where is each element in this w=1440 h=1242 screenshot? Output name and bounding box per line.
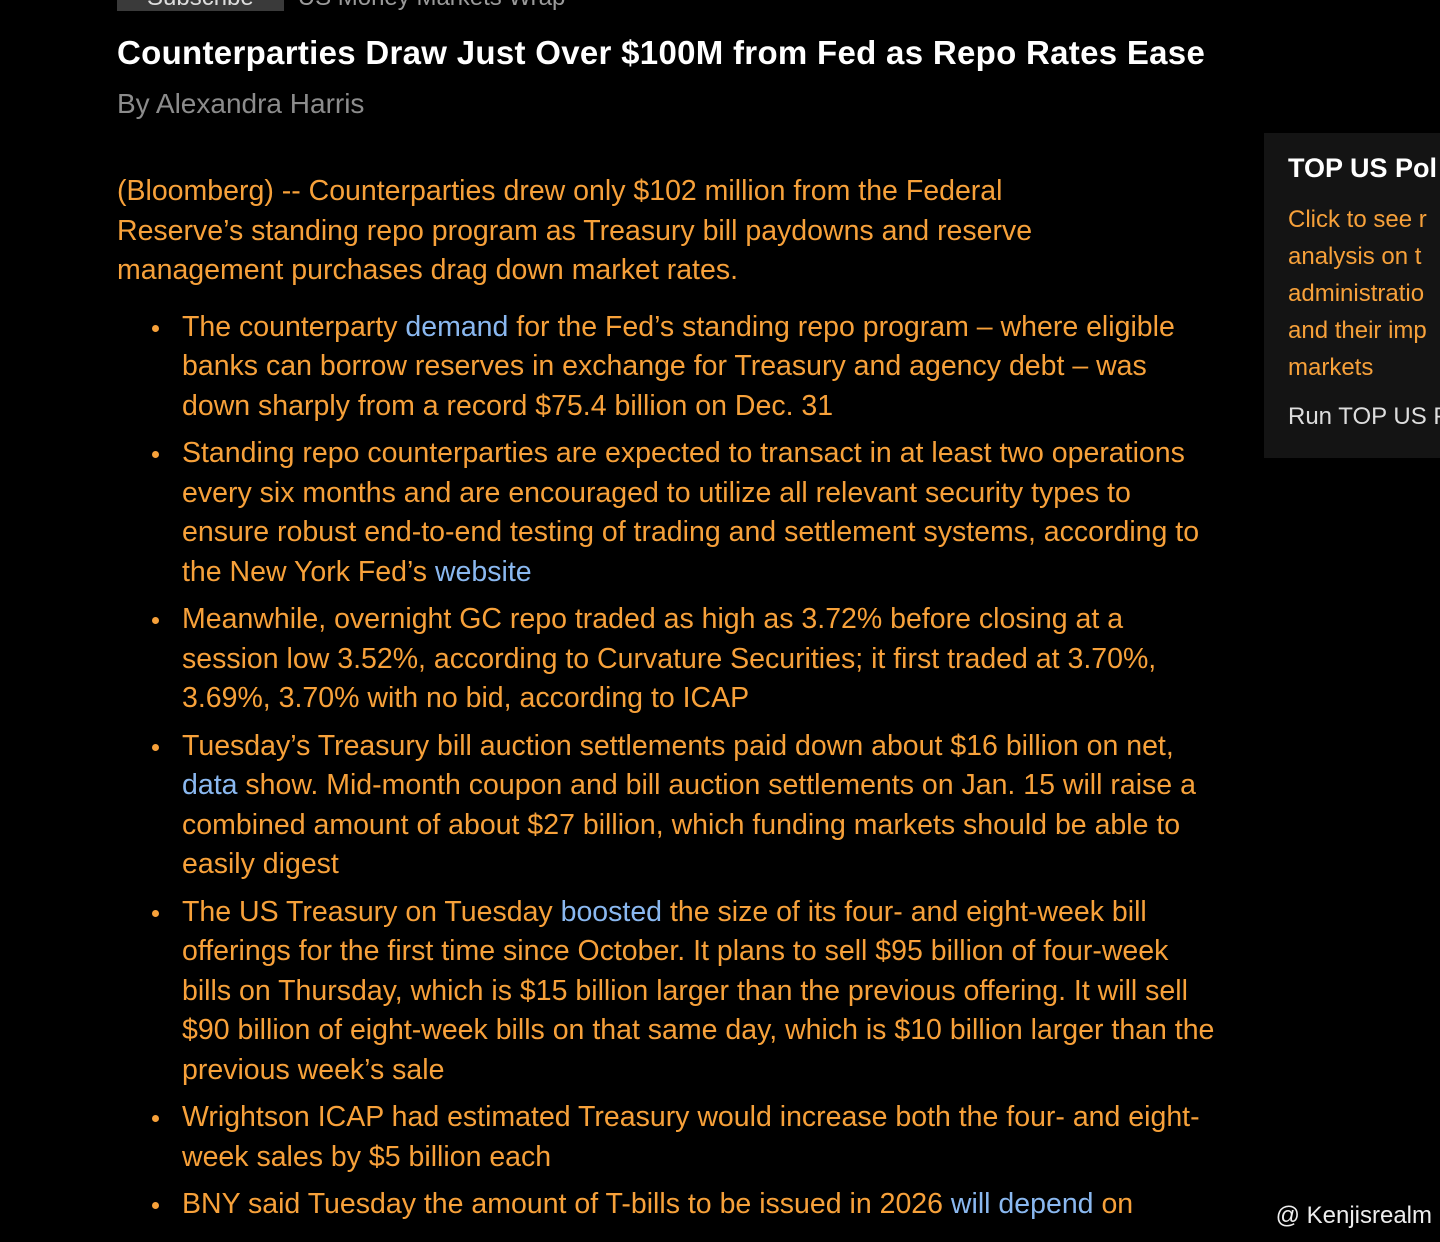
bullet-text: Wrightson ICAP had estimated Treasury wo… bbox=[182, 1101, 1200, 1173]
article-body: (Bloomberg) -- Counterparties drew only … bbox=[117, 172, 1222, 1233]
bullet-text: Standing repo counterparties are expecte… bbox=[182, 437, 1200, 588]
headline: Counterparties Draw Just Over $100M from… bbox=[117, 34, 1206, 71]
bullet-item: Tuesday’s Treasury bill auction settleme… bbox=[152, 727, 1222, 885]
sidebar-run[interactable]: Run TOP US P bbox=[1288, 403, 1440, 430]
sidebar-title: TOP US Pol bbox=[1288, 153, 1438, 183]
byline: By Alexandra Harris bbox=[117, 88, 365, 119]
inline-link[interactable]: demand bbox=[405, 310, 509, 343]
sidebar-line: Click to see r bbox=[1288, 206, 1427, 233]
bullet-item: Meanwhile, overnight GC repo traded as h… bbox=[152, 600, 1222, 719]
bullet-text: BNY said Tuesday the amount of T-bills t… bbox=[182, 1188, 951, 1220]
sidebar-line: analysis on t bbox=[1288, 243, 1422, 270]
lead-paragraph: (Bloomberg) -- Counterparties drew only … bbox=[117, 175, 1033, 286]
bullet-list: The counterparty demand for the Fed’s st… bbox=[117, 308, 1222, 1225]
bullet-item: BNY said Tuesday the amount of T-bills t… bbox=[152, 1185, 1222, 1225]
sidebar-line: administratio bbox=[1288, 280, 1425, 307]
inline-link[interactable]: website bbox=[434, 555, 532, 588]
section-bar: Subscribe US Money Markets Wrap bbox=[117, 0, 565, 12]
sidebar-panel: TOP US Pol Click to see r analysis on t ad… bbox=[1264, 133, 1440, 458]
bullet-item: The US Treasury on Tuesday boosted the s… bbox=[152, 893, 1222, 1091]
section-name[interactable]: US Money Markets Wrap bbox=[298, 0, 566, 11]
bullet-item: Standing repo counterparties are expecte… bbox=[152, 434, 1222, 592]
bullet-text: the size of its four- and eight-week bil… bbox=[182, 895, 1215, 1086]
watermark: @ Kenjisrealm bbox=[1275, 1202, 1432, 1229]
inline-link[interactable]: boosted bbox=[560, 895, 663, 928]
bullet-text: show. Mid-month coupon and bill auction … bbox=[182, 769, 1196, 880]
sidebar-line: markets bbox=[1288, 354, 1374, 381]
bullet-text: for the Fed’s standing repo program – wh… bbox=[182, 310, 1175, 422]
inline-link[interactable]: will depend bbox=[950, 1188, 1094, 1220]
sidebar-text[interactable]: Click to see r analysis on t administratio… bbox=[1288, 201, 1427, 386]
bullet-text: Tuesday’s Treasury bill auction settleme… bbox=[182, 729, 1174, 762]
bullet-text: The US Treasury on Tuesday bbox=[182, 895, 561, 928]
bullet-item: The counterparty demand for the Fed’s st… bbox=[152, 308, 1222, 427]
bullet-text: on bbox=[1093, 1188, 1134, 1220]
bullet-text: Meanwhile, overnight GC repo traded as h… bbox=[182, 603, 1157, 714]
inline-link[interactable]: data bbox=[182, 769, 238, 801]
subscribe-button[interactable]: Subscribe bbox=[117, 0, 284, 11]
bullet-text: The counterparty bbox=[182, 310, 406, 343]
sidebar-line: and their imp bbox=[1288, 317, 1427, 344]
bullet-item: Wrightson ICAP had estimated Treasury wo… bbox=[152, 1098, 1222, 1177]
